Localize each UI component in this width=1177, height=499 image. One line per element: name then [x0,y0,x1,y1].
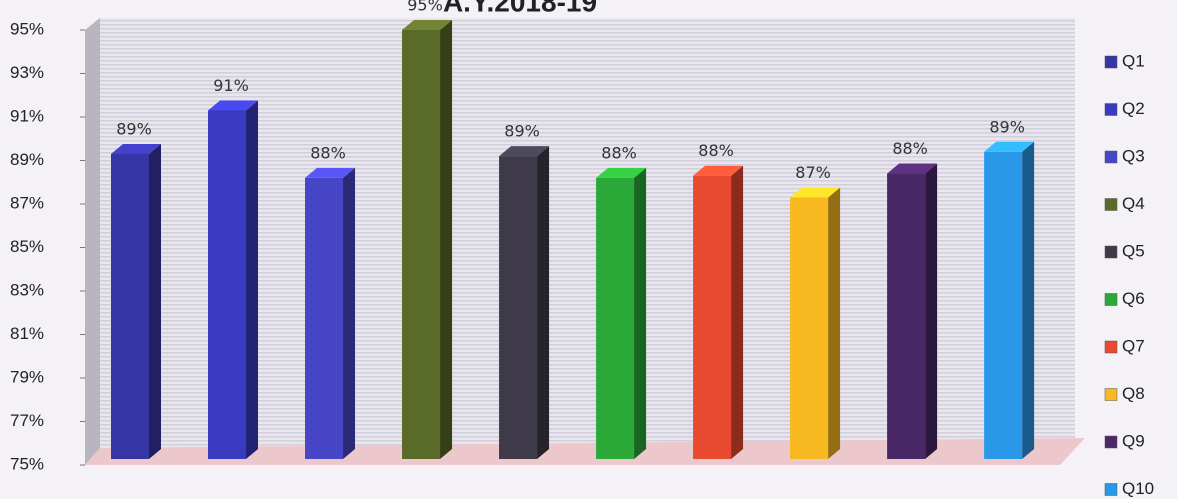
bar-top [790,187,841,198]
data-label: 88% [892,139,928,158]
y-tick-label: 89% [10,150,44,169]
legend-swatch [1104,293,1118,306]
y-tick-label: 83% [10,280,44,299]
chart-title: A.Y.2018-19 [443,0,597,17]
bar-top [305,167,356,178]
legend-label: Q9 [1122,431,1145,450]
bar-side [537,146,550,459]
bar-side [440,20,453,459]
bar-top [499,146,550,157]
data-label: 89% [989,117,1025,136]
bar-side [731,165,744,459]
bar-side [925,163,938,460]
bar [984,151,1023,460]
legend-label: Q3 [1122,146,1145,165]
bar-side [1022,141,1035,460]
bar-top [208,100,259,111]
legend-swatch [1104,388,1118,401]
bar-top [402,20,453,30]
bar [402,30,441,459]
bar-side [634,167,647,459]
legend-label: Q5 [1122,241,1145,260]
bar [693,175,732,459]
y-tick-label: 75% [10,454,44,473]
legend-swatch [1104,198,1118,211]
legend-swatch [1104,150,1118,164]
legend-label: Q1 [1122,51,1145,70]
bar [887,173,926,460]
bar-side [343,167,356,459]
data-label: 95% [407,0,443,15]
legend-swatch [1104,245,1118,259]
y-tick-label: 95% [10,19,44,38]
legend-label: Q8 [1122,384,1145,403]
y-tick-label: 85% [10,237,44,256]
bar-top [887,163,938,174]
legend-swatch [1104,340,1118,354]
y-tick-label: 79% [10,367,44,386]
legend-swatch [1104,483,1118,496]
y-tick-label: 91% [10,106,44,125]
bar [111,153,149,459]
legend-label: Q2 [1122,99,1145,118]
bar [305,177,344,459]
data-label: 89% [504,122,540,141]
legend-swatch [1104,103,1118,116]
bar-top [111,143,161,154]
bar [596,177,635,459]
bar [208,110,247,459]
legend-label: Q4 [1122,194,1145,213]
data-label: 89% [116,119,152,138]
plot-side-wall [85,18,100,465]
bar [790,197,829,459]
y-tick-label: 77% [10,411,44,430]
data-label: 88% [601,143,637,162]
bar-side [149,143,161,459]
bar-top [693,165,744,176]
legend-swatch [1104,55,1118,69]
bar-side [828,187,841,459]
bar-top [984,141,1035,152]
bar [499,156,538,459]
y-tick-label: 87% [10,193,44,212]
bar-side [246,100,259,459]
legend-label: Q10 [1122,479,1154,498]
y-tick-label: 81% [10,324,44,343]
data-label: 91% [213,76,249,95]
data-label: 88% [310,143,346,162]
legend-label: Q6 [1122,289,1145,308]
data-label: 87% [795,163,831,182]
y-tick-label: 93% [10,63,44,82]
bar-top [596,167,647,178]
legend-swatch [1104,435,1118,449]
data-label: 88% [698,141,734,160]
legend-label: Q7 [1122,336,1145,355]
